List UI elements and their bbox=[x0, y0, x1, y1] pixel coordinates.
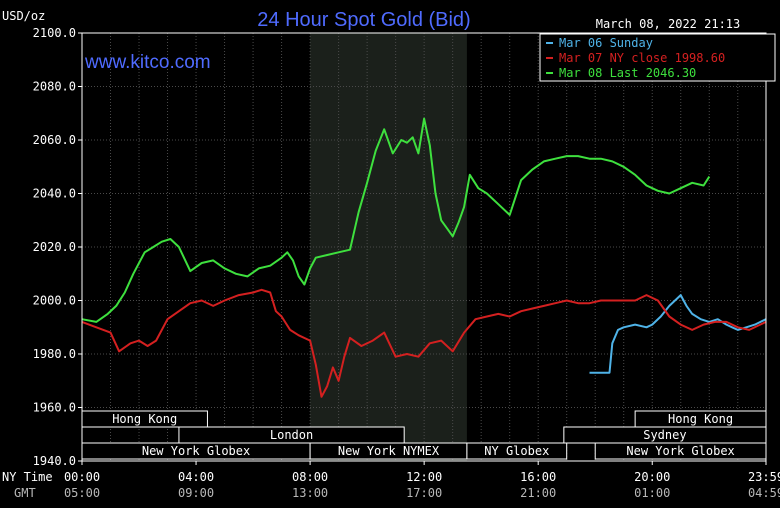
session-label: Hong Kong bbox=[668, 412, 733, 426]
legend-box bbox=[539, 33, 776, 82]
x-tick-label-gmt: 21:00 bbox=[520, 486, 556, 500]
session-label: New York NYMEX bbox=[338, 444, 440, 458]
session-box: New York Globex bbox=[81, 442, 311, 460]
series-line-series_mar06 bbox=[589, 294, 767, 374]
legend-label: Mar 07 NY close 1998.60 bbox=[559, 51, 725, 65]
legend: Mar 06 Sunday Mar 07 NY close 1998.60 Ma… bbox=[539, 33, 776, 82]
session-box: Hong Kong bbox=[81, 410, 208, 428]
session-box: London bbox=[178, 426, 405, 444]
y-tick-label: 2080.0 bbox=[33, 80, 76, 94]
series-line-series_mar08 bbox=[81, 117, 711, 323]
session-box: New York NYMEX bbox=[309, 442, 468, 460]
legend-entry-mar07: Mar 07 NY close 1998.60 bbox=[546, 51, 725, 65]
y-tick-label: 1980.0 bbox=[33, 347, 76, 361]
session-label: New York Globex bbox=[142, 444, 250, 458]
y-tick-label: 2020.0 bbox=[33, 240, 76, 254]
ny-time-row-label: NY Time bbox=[2, 470, 53, 484]
x-tick-label-ny: 00:00 bbox=[64, 470, 100, 484]
legend-entry-mar08: Mar 08 Last 2046.30 bbox=[546, 66, 696, 80]
x-tick-label-ny: 20:00 bbox=[634, 470, 670, 484]
x-axis-ticks: 00:00 05:00 04:00 09:00 08:00 13:00 12:00 17:00… bbox=[64, 461, 780, 500]
y-tick-label: 2060.0 bbox=[33, 133, 76, 147]
timestamp: March 08, 2022 21:13 bbox=[596, 17, 741, 31]
x-tick-label-gmt: 05:00 bbox=[64, 486, 100, 500]
session-label: NY Globex bbox=[484, 444, 549, 458]
x-tick-label-gmt: 04:59 bbox=[748, 486, 780, 500]
x-tick-label-ny: 12:00 bbox=[406, 470, 442, 484]
website-label: www.kitco.com bbox=[84, 52, 211, 73]
y-tick-label: 1940.0 bbox=[33, 454, 76, 468]
session-label: London bbox=[270, 428, 313, 442]
series-line-series_mar07 bbox=[81, 288, 767, 398]
grid-lines bbox=[82, 32, 766, 462]
x-tick-label-gmt: 09:00 bbox=[178, 486, 214, 500]
y-tick-label: 1960.0 bbox=[33, 401, 76, 415]
session-label: Sydney bbox=[643, 428, 686, 442]
session-box: Sydney bbox=[563, 426, 767, 444]
session-label: New York Globex bbox=[626, 444, 734, 458]
series-lines bbox=[81, 117, 767, 398]
session-box-frame bbox=[466, 442, 568, 460]
y-tick-label: 2100.0 bbox=[33, 26, 76, 40]
x-tick-label-gmt: 13:00 bbox=[292, 486, 328, 500]
legend-entry-mar06: Mar 06 Sunday bbox=[546, 36, 653, 50]
session-box: NY Globex bbox=[466, 442, 568, 460]
legend-label: Mar 06 Sunday bbox=[559, 36, 653, 50]
unit-label: USD/oz bbox=[2, 9, 45, 23]
y-tick-label: 2040.0 bbox=[33, 187, 76, 201]
session-box: New York Globex bbox=[594, 442, 767, 460]
x-tick-label-ny: 23:59 bbox=[748, 470, 780, 484]
y-axis-ticks: 2100.0 2080.0 2060.0 2040.0 2020.0 2000.0 1980… bbox=[33, 26, 82, 468]
x-tick-label-gmt: 17:00 bbox=[406, 486, 442, 500]
session-box: Hong Kong bbox=[634, 410, 767, 428]
legend-label: Mar 08 Last 2046.30 bbox=[559, 66, 696, 80]
x-tick-label-ny: 16:00 bbox=[520, 470, 556, 484]
y-tick-label: 2000.0 bbox=[33, 294, 76, 308]
x-tick-label-ny: 04:00 bbox=[178, 470, 214, 484]
trading-session-boxes: Hong Kong Hong Kong London Sydney New York G… bbox=[81, 410, 767, 460]
chart-title: 24 Hour Spot Gold (Bid) bbox=[257, 9, 470, 31]
x-tick-label-ny: 08:00 bbox=[292, 470, 328, 484]
gmt-row-label: GMT bbox=[14, 486, 36, 500]
session-label: Hong Kong bbox=[112, 412, 177, 426]
x-tick-label-gmt: 01:00 bbox=[634, 486, 670, 500]
